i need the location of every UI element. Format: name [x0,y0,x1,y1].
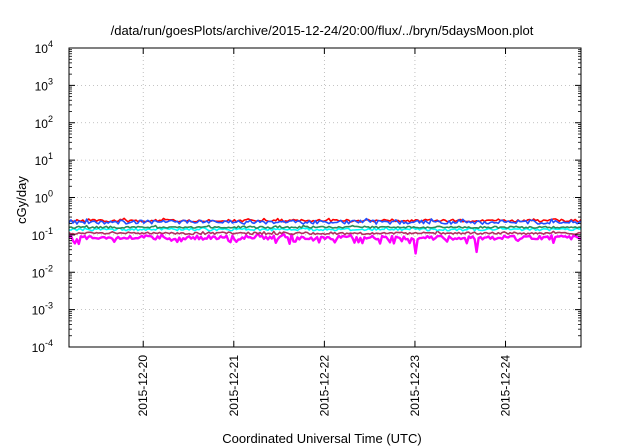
y-tick-label: 100 [35,189,53,206]
series-line [68,230,582,236]
x-tick-label: 2015-12-21 [227,355,241,417]
x-tick-label: 2015-12-22 [317,355,331,417]
chart-title: /data/run/goesPlots/archive/2015-12-24/2… [111,23,534,38]
y-tick-label: 10-3 [32,301,53,318]
y-tick-label: 10-4 [32,338,53,355]
y-tick-label: 101 [35,151,53,168]
x-tick-label: 2015-12-24 [499,355,513,417]
grid [69,48,581,347]
y-tick-label: 103 [35,76,53,93]
x-tick-label: 2015-12-23 [408,355,422,417]
y-tick-label: 10-2 [32,263,53,280]
y-axis-label: cGy/day [14,176,29,224]
x-tick-label: 2015-12-20 [136,355,150,417]
series-line [68,224,582,229]
y-tick-label: 104 [35,39,53,56]
series-group [68,217,582,255]
series-line [68,217,582,225]
y-tick-label: 102 [35,114,53,131]
series-line [68,232,582,255]
x-axis-ticks: 2015-12-20 2015-12-21 2015-12-22 2015-12-23… [136,48,513,417]
y-axis-ticks: 10-4 10-3 10-2 10-1 100 101 102 103 104 [32,39,581,355]
x-axis-label: Coordinated Universal Time (UTC) [222,431,421,446]
series-line [68,226,582,232]
y-tick-label: 10-1 [32,226,53,243]
